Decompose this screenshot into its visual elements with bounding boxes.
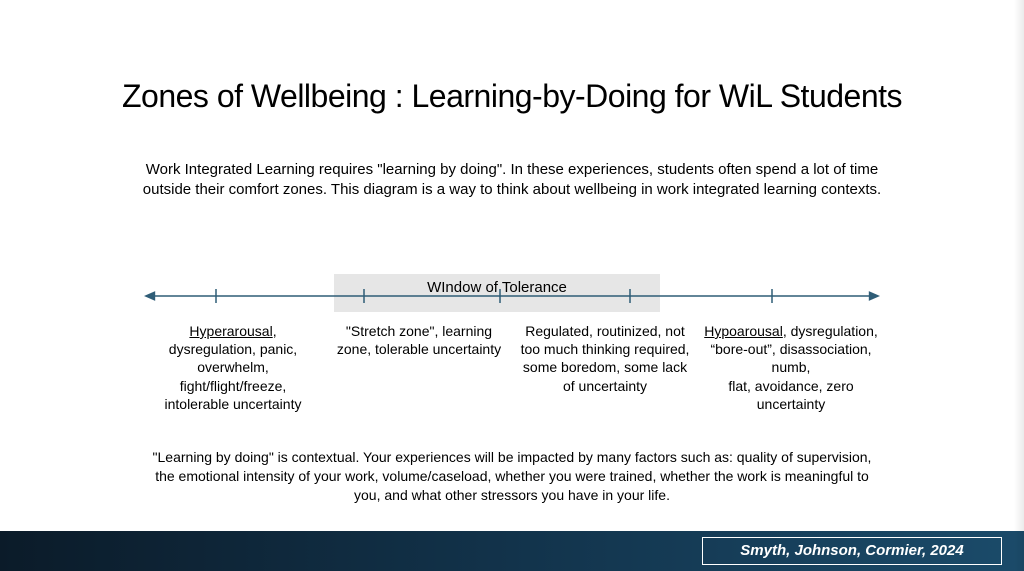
tolerance-axis: WIndow of Tolerance (144, 274, 880, 318)
axis-line-svg (144, 274, 880, 318)
slide-root: Zones of Wellbeing : Learning-by-Doing f… (0, 0, 1024, 571)
right-edge-shadow (1014, 0, 1024, 571)
context-paragraph: "Learning by doing" is contextual. Your … (144, 448, 880, 505)
zones-row: Hyperarousal, dysregulation, panic, over… (144, 322, 880, 413)
zone-hypoarousal: Hypoarousal, dysregulation, “bore-out”, … (702, 322, 880, 413)
zone-hypoarousal-underline: Hypoarousal (704, 323, 783, 339)
footer-bar: Smyth, Johnson, Cormier, 2024 (0, 531, 1024, 571)
intro-paragraph: Work Integrated Learning requires "learn… (120, 160, 904, 201)
zone-hyperarousal-underline: Hyperarousal (189, 323, 272, 339)
zone-regulated: Regulated, routinized, not too much thin… (516, 322, 694, 413)
zone-hyperarousal: Hyperarousal, dysregulation, panic, over… (144, 322, 322, 413)
slide-title: Zones of Wellbeing : Learning-by-Doing f… (0, 78, 1024, 115)
citation-box: Smyth, Johnson, Cormier, 2024 (702, 537, 1002, 565)
zone-stretch: "Stretch zone", learning zone, tolerable… (330, 322, 508, 413)
